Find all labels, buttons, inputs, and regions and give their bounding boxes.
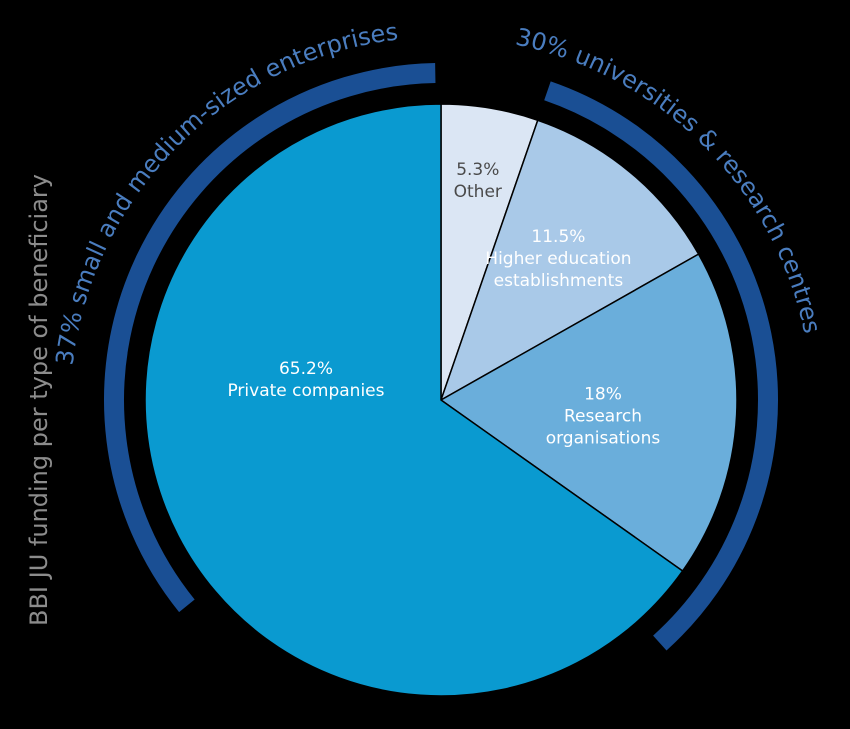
- slice-category-label: Research: [564, 406, 642, 426]
- slice-value-label: 5.3%: [456, 160, 499, 180]
- slices-layer: [144, 103, 738, 697]
- chart-title: BBI JU funding per type of beneficiary: [25, 174, 53, 626]
- pie-slice-higher-education-establishments: [440, 119, 700, 401]
- slice-value-label: 18%: [584, 384, 622, 404]
- labels-layer: 5.3%Other 11.5%Higher educationestablishm…: [227, 160, 660, 448]
- slice-category-label: Private companies: [227, 381, 384, 401]
- slice-label-private-companies: 65.2%Private companies: [227, 359, 384, 401]
- slice-category-label: organisations: [546, 428, 661, 448]
- group-band-sme: [104, 63, 436, 613]
- slice-value-label: 65.2%: [279, 359, 333, 379]
- slice-category-label: Other: [454, 182, 502, 202]
- pie-slice-research-organisations: [440, 253, 738, 572]
- slice-category-label: establishments: [494, 271, 624, 291]
- group-band-universities: [544, 81, 778, 651]
- pie-slice-private-companies: [144, 103, 684, 697]
- group-bands-layer: [104, 63, 778, 651]
- slice-label-other: 5.3%Other: [454, 160, 502, 202]
- slice-value-label: 11.5%: [531, 227, 585, 247]
- slice-category-label: Higher education: [485, 249, 631, 269]
